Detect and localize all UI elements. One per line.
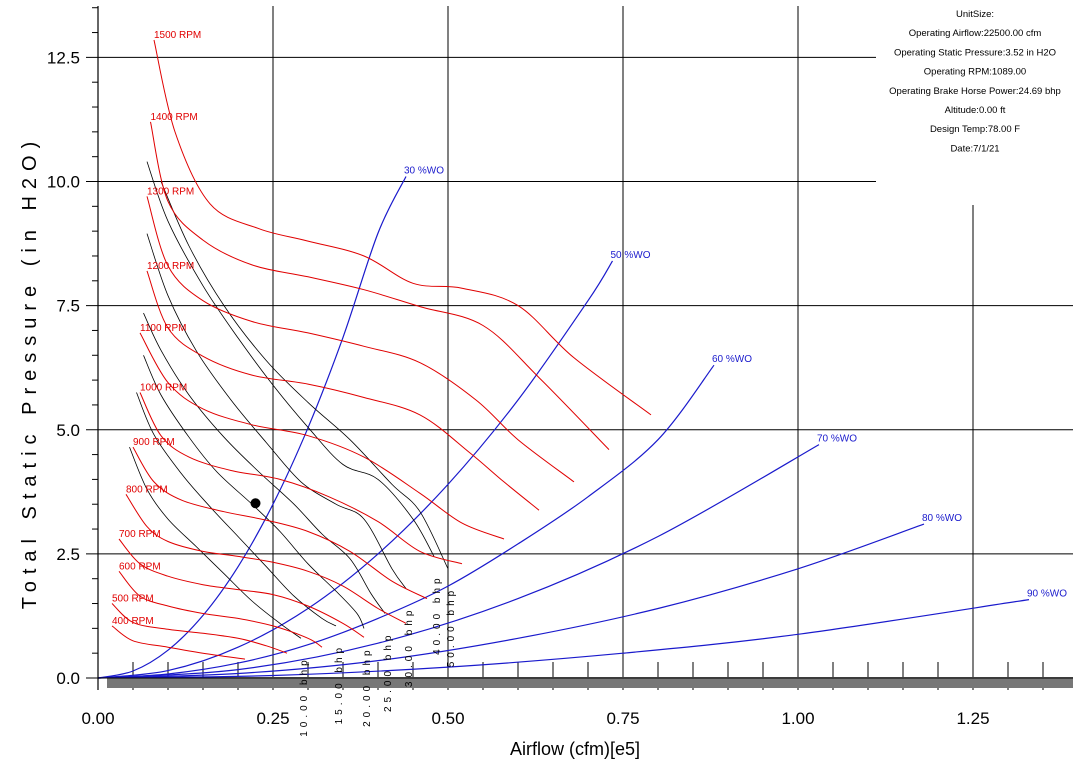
rpm-curve-400-rpm bbox=[111, 625, 246, 660]
rpm-curve-500-rpm bbox=[111, 603, 288, 654]
rpm-label: 500 RPM bbox=[112, 594, 154, 605]
rpm-curve-1200-rpm bbox=[146, 270, 540, 511]
y-tick-label: 7.5 bbox=[56, 297, 80, 316]
bhp-curve-40-00-bhp bbox=[146, 161, 435, 557]
rpm-curve-700-rpm bbox=[118, 538, 365, 638]
info-line: Altitude:0.00 ft bbox=[945, 105, 1006, 116]
wo-label: 60 %WO bbox=[712, 354, 752, 365]
rpm-curve-1500-rpm bbox=[153, 39, 652, 416]
info-line: Operating Static Pressure:3.52 in H2O bbox=[894, 47, 1056, 58]
info-line: Operating Airflow:22500.00 cfm bbox=[909, 28, 1042, 39]
axes bbox=[97, 6, 1073, 690]
bhp-curve-50-00-bhp bbox=[160, 181, 449, 569]
x-tick-label: 0.75 bbox=[606, 709, 639, 728]
bhp-label: 20.00 bhp bbox=[362, 646, 373, 727]
bhp-curve-25-00-bhp bbox=[143, 312, 386, 614]
rpm-curve-1100-rpm bbox=[139, 332, 505, 540]
wo-curve-70-wo bbox=[97, 444, 820, 679]
rpm-label: 800 RPM bbox=[126, 484, 168, 495]
rpm-curve-1000-rpm bbox=[139, 392, 463, 565]
rpm-curve-900-rpm bbox=[132, 446, 428, 600]
rpm-label: 900 RPM bbox=[133, 437, 175, 448]
x-tick-label: 1.00 bbox=[781, 709, 814, 728]
rpm-label: 1500 RPM bbox=[154, 30, 201, 41]
bhp-label: 30.00 bhp bbox=[404, 607, 415, 688]
y-tick-label: 2.5 bbox=[56, 545, 80, 564]
wo-curve-60-wo bbox=[97, 364, 715, 679]
x-tick-label: 0.25 bbox=[256, 709, 289, 728]
wo-curve-80-wo bbox=[97, 523, 925, 679]
info-line: Date:7/1/21 bbox=[950, 143, 999, 154]
y-axis-title: Total Static Pressure (in H2O) bbox=[19, 135, 41, 610]
rpm-curve-1300-rpm bbox=[146, 196, 575, 483]
y-tick-label: 12.5 bbox=[47, 48, 80, 67]
wo-label: 80 %WO bbox=[922, 513, 962, 524]
y-tick-label: 10.0 bbox=[47, 173, 80, 192]
bhp-curve-20-00-bhp bbox=[143, 355, 365, 629]
bhp-curve-30-00-bhp bbox=[146, 233, 407, 589]
grid-lines bbox=[98, 6, 1073, 678]
rpm-curve-1400-rpm bbox=[150, 121, 610, 450]
x-tick-label: 1.25 bbox=[956, 709, 989, 728]
bhp-curve-15-00-bhp bbox=[136, 392, 337, 627]
x-tick-label: 0.50 bbox=[431, 709, 464, 728]
info-line: Design Temp:78.00 F bbox=[930, 124, 1020, 135]
curve-labels: 400 RPM 500 RPM 600 RPM 700 RPM 800 RPM 900 R… bbox=[112, 30, 1067, 737]
bhp-label: 50.00 bhp bbox=[446, 587, 457, 668]
bhp-label: 40.00 bhp bbox=[432, 574, 443, 655]
info-line: Operating Brake Horse Power:24.69 bhp bbox=[889, 86, 1061, 97]
bhp-label: 25.00 bhp bbox=[383, 632, 394, 713]
bhp-curve-10-00-bhp bbox=[129, 446, 302, 639]
wo-curve-90-wo bbox=[97, 599, 1030, 679]
info-box: UnitSize: Operating Airflow:22500.00 cfm O… bbox=[889, 9, 1061, 154]
wo-label: 30 %WO bbox=[404, 166, 444, 177]
x-axis-title: Airflow (cfm)[e5] bbox=[510, 739, 640, 759]
operating-point-marker bbox=[250, 498, 261, 509]
rpm-curves bbox=[111, 39, 652, 660]
wo-label: 90 %WO bbox=[1027, 589, 1067, 600]
y-tick-label: 0.0 bbox=[56, 669, 80, 688]
x-tick-label: 0.00 bbox=[81, 709, 114, 728]
x-axis-band bbox=[107, 677, 1073, 688]
rpm-label: 1200 RPM bbox=[147, 261, 194, 272]
rpm-label: 600 RPM bbox=[119, 561, 161, 572]
bhp-label: 10.00 bhp bbox=[299, 656, 310, 737]
wide-open-curves bbox=[97, 176, 1030, 679]
wo-label: 50 %WO bbox=[611, 250, 651, 261]
rpm-curve-600-rpm bbox=[118, 570, 323, 648]
bhp-curves bbox=[129, 161, 449, 639]
wo-curve-30-wo bbox=[97, 176, 407, 679]
rpm-label: 700 RPM bbox=[119, 529, 161, 540]
rpm-label: 1400 RPM bbox=[151, 112, 198, 123]
rpm-curve-800-rpm bbox=[125, 494, 407, 624]
axis-ticks: 0.0 2.5 5.0 7.5 10.0 12.5 0.00 0.25 0.50 0.75 1.00… bbox=[47, 7, 1044, 728]
rpm-label: 400 RPM bbox=[112, 616, 154, 627]
wo-label: 70 %WO bbox=[817, 434, 857, 445]
rpm-label: 1000 RPM bbox=[140, 383, 187, 394]
info-line: Operating RPM:1089.00 bbox=[924, 67, 1026, 78]
rpm-label: 1300 RPM bbox=[147, 186, 194, 197]
rpm-label: 1100 RPM bbox=[140, 323, 187, 334]
y-tick-label: 5.0 bbox=[56, 421, 80, 440]
bhp-label: 15.00 bhp bbox=[334, 644, 345, 725]
info-line: UnitSize: bbox=[956, 9, 994, 20]
wo-curve-50-wo bbox=[97, 260, 614, 679]
